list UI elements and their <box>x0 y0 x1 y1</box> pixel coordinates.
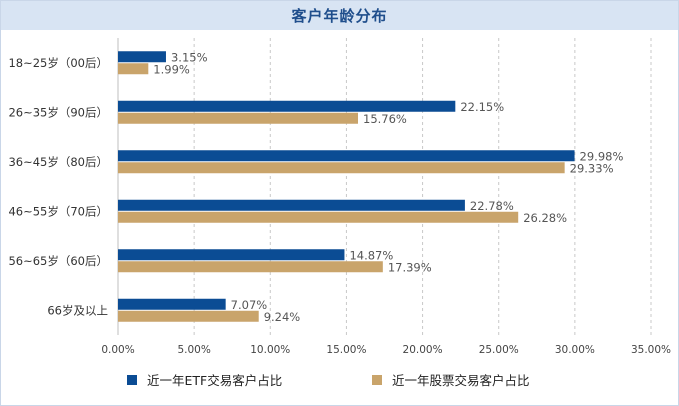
data-label: 26.28% <box>523 211 567 225</box>
category-label: 26~35岁（90后） <box>8 105 108 119</box>
chart-title: 客户年龄分布 <box>291 7 388 25</box>
legend-label: 近一年ETF交易客户占比 <box>147 373 282 388</box>
legend-swatch <box>127 375 137 385</box>
x-tick-label: 10.00% <box>250 344 290 356</box>
data-label: 7.07% <box>231 298 268 312</box>
bar <box>118 298 226 310</box>
x-tick-label: 5.00% <box>177 344 210 356</box>
data-label: 15.76% <box>363 112 407 126</box>
x-tick-label: 20.00% <box>403 344 443 356</box>
x-tick-label: 0.00% <box>101 344 134 356</box>
bar <box>118 199 465 211</box>
data-label: 14.87% <box>349 248 393 262</box>
x-tick-label: 35.00% <box>631 344 671 356</box>
bar <box>118 211 519 223</box>
data-label: 29.33% <box>570 161 614 175</box>
bar-chart: 0.00% 5.00% 10.00% 15.00% 20.00% 25.00% 30.00%… <box>8 38 671 388</box>
legend-label: 近一年股票交易客户占比 <box>392 373 530 388</box>
category-label: 56~65岁（60后） <box>8 254 108 268</box>
x-tick-label: 25.00% <box>479 344 519 356</box>
bar <box>118 162 565 174</box>
data-label: 29.98% <box>580 149 624 163</box>
x-tick-label: 30.00% <box>555 344 595 356</box>
data-label: 22.78% <box>470 199 514 213</box>
title-bar: 客户年龄分布 <box>1 1 678 30</box>
bar <box>118 100 456 112</box>
legend-swatch <box>372 375 382 385</box>
bar <box>118 310 259 322</box>
data-label: 3.15% <box>171 50 208 64</box>
x-tick-label: 15.00% <box>326 344 366 356</box>
bar <box>118 112 359 124</box>
category-label: 18~25岁（00后） <box>8 56 108 70</box>
bar <box>118 63 149 75</box>
data-label: 9.24% <box>264 310 301 324</box>
data-label: 1.99% <box>153 62 190 76</box>
bar <box>118 51 166 63</box>
category-label: 46~55岁（70后） <box>8 204 108 218</box>
data-label: 22.15% <box>460 100 504 114</box>
bar <box>118 249 345 261</box>
category-label: 36~45岁（80后） <box>8 155 108 169</box>
data-label: 17.39% <box>388 260 432 274</box>
bar <box>118 150 575 162</box>
category-label: 66岁及以上 <box>47 303 108 317</box>
bar <box>118 261 383 273</box>
